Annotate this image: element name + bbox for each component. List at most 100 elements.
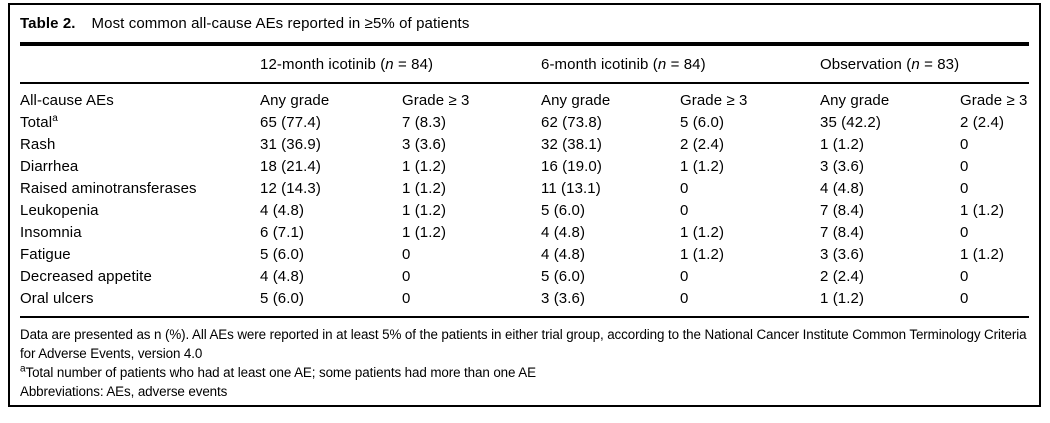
cell: 4 (4.8) — [541, 246, 586, 263]
table-row-diarrhea: Diarrhea 18 (21.4) 1 (1.2) 16 (19.0) 1 (… — [20, 156, 1029, 178]
cell: 32 (38.1) — [541, 136, 602, 153]
row-label: Diarrhea — [20, 158, 79, 175]
table-row-insomnia: Insomnia 6 (7.1) 1 (1.2) 4 (4.8) 1 (1.2)… — [20, 222, 1029, 244]
cell: 31 (36.9) — [260, 136, 321, 153]
table-row-leukopenia: Leukopenia 4 (4.8) 1 (1.2) 5 (6.0) 0 7 (… — [20, 200, 1029, 222]
cell: 0 — [402, 268, 411, 285]
group-suffix: = 84) — [393, 56, 434, 73]
column-header-all-cause-aes: All-cause AEs — [20, 92, 114, 109]
cell: 5 (6.0) — [680, 114, 725, 131]
footnotes-section: Data are presented as n (%). All AEs wer… — [20, 316, 1029, 401]
cell: 0 — [960, 268, 969, 285]
cell: 1 (1.2) — [960, 246, 1005, 263]
footnote-abbreviations: Abbreviations: AEs, adverse events — [20, 384, 228, 399]
cell: 1 (1.2) — [402, 158, 447, 175]
column-header-any-grade-3: Any grade — [820, 92, 890, 109]
cell: 0 — [680, 290, 689, 307]
cell: 1 (1.2) — [402, 224, 447, 241]
cell: 1 (1.2) — [820, 290, 865, 307]
cell: 3 (3.6) — [402, 136, 447, 153]
footnote-general: Data are presented as n (%). All AEs wer… — [20, 327, 1027, 361]
cell: 4 (4.8) — [541, 224, 586, 241]
table-row-total: Totala 65 (77.4) 7 (8.3) 62 (73.8) 5 (6.… — [20, 112, 1029, 134]
cell: 7 (8.4) — [820, 224, 865, 241]
row-label: Leukopenia — [20, 202, 99, 219]
footnote-a: aTotal number of patients who had at lea… — [20, 363, 1029, 382]
cell: 65 (77.4) — [260, 114, 321, 131]
cell: 0 — [680, 268, 689, 285]
row-label: Decreased appetite — [20, 268, 152, 285]
cell: 2 (2.4) — [680, 136, 725, 153]
row-label: Rash — [20, 136, 56, 153]
footnote-a-text: Total number of patients who had at leas… — [25, 365, 536, 380]
group-n-symbol: n — [911, 56, 920, 73]
table-container: Table 2. Most common all-cause AEs repor… — [8, 3, 1041, 407]
column-header-any-grade-2: Any grade — [541, 92, 611, 109]
group-header-12-month-icotinib: 12-month icotinib (n = 84) — [260, 46, 541, 84]
column-header-grade3-2: Grade ≥ 3 — [680, 92, 748, 109]
cell: 2 (2.4) — [820, 268, 865, 285]
cell: 16 (19.0) — [541, 158, 602, 175]
cell: 7 (8.4) — [820, 202, 865, 219]
group-prefix: 6-month icotinib ( — [541, 56, 658, 73]
cell: 2 (2.4) — [960, 114, 1005, 131]
cell: 6 (7.1) — [260, 224, 305, 241]
cell: 35 (42.2) — [820, 114, 881, 131]
footnote-a-marker: a — [20, 363, 26, 375]
cell: 0 — [960, 290, 969, 307]
cell: 1 (1.2) — [820, 136, 865, 153]
column-header-any-grade-1: Any grade — [260, 92, 330, 109]
table-row-oral-ulcers: Oral ulcers 5 (6.0) 0 3 (3.6) 0 1 (1.2) … — [20, 288, 1029, 310]
cell: 3 (3.6) — [820, 158, 865, 175]
divider-thick — [20, 42, 1029, 46]
cell: 0 — [402, 246, 411, 263]
row-label: Oral ulcers — [20, 290, 94, 307]
cell: 3 (3.6) — [541, 290, 586, 307]
cell: 5 (6.0) — [541, 268, 586, 285]
table-row-decreased-appetite: Decreased appetite 4 (4.8) 0 5 (6.0) 0 2… — [20, 266, 1029, 288]
cell: 0 — [960, 224, 969, 241]
cell: 4 (4.8) — [260, 268, 305, 285]
cell: 11 (13.1) — [541, 180, 601, 197]
cell: 1 (1.2) — [960, 202, 1005, 219]
cell: 7 (8.3) — [402, 114, 447, 131]
cell: 18 (21.4) — [260, 158, 321, 175]
table-row-rash: Rash 31 (36.9) 3 (3.6) 32 (38.1) 2 (2.4)… — [20, 134, 1029, 156]
cell: 1 (1.2) — [402, 180, 447, 197]
cell: 1 (1.2) — [680, 224, 725, 241]
cell: 4 (4.8) — [260, 202, 305, 219]
group-n-symbol: n — [385, 56, 394, 73]
group-prefix: 12-month icotinib ( — [260, 56, 386, 73]
table-caption: Table 2. Most common all-cause AEs repor… — [20, 5, 1029, 42]
table-title: Most common all-cause AEs reported in ≥5… — [91, 15, 470, 32]
cell: 5 (6.0) — [541, 202, 586, 219]
group-suffix: = 84) — [666, 56, 706, 73]
cell: 5 (6.0) — [260, 246, 305, 263]
row-label: Fatigue — [20, 246, 71, 263]
cell: 3 (3.6) — [820, 246, 865, 263]
group-header-6-month-icotinib: 6-month icotinib (n = 84) — [541, 46, 820, 84]
footnote-marker-a: a — [52, 113, 58, 124]
cell: 0 — [960, 180, 969, 197]
group-header-observation: Observation (n = 83) — [820, 46, 1029, 84]
cell: 0 — [960, 136, 969, 153]
cell: 0 — [680, 202, 689, 219]
column-header-grade3-3: Grade ≥ 3 — [960, 92, 1028, 109]
corner-cell — [20, 46, 260, 84]
group-suffix: = 83) — [919, 56, 960, 73]
group-header-row: 12-month icotinib (n = 84) 6-month icoti… — [20, 46, 1029, 84]
cell: 1 (1.2) — [402, 202, 447, 219]
cell: 62 (73.8) — [541, 114, 602, 131]
cell: 0 — [402, 290, 411, 307]
group-n-symbol: n — [657, 56, 667, 73]
row-label: Totala — [20, 112, 260, 134]
cell: 0 — [680, 180, 689, 197]
row-label: Insomnia — [20, 224, 82, 241]
cell: 12 (14.3) — [260, 180, 321, 197]
group-prefix: Observation ( — [820, 56, 912, 73]
table-number: Table 2. — [20, 15, 76, 32]
column-header-row: All-cause AEs Any grade Grade ≥ 3 Any gr… — [20, 83, 1029, 112]
column-header-grade3-1: Grade ≥ 3 — [402, 92, 470, 109]
row-label: Raised aminotransferases — [20, 180, 197, 197]
row-label-text: Total — [20, 114, 53, 131]
